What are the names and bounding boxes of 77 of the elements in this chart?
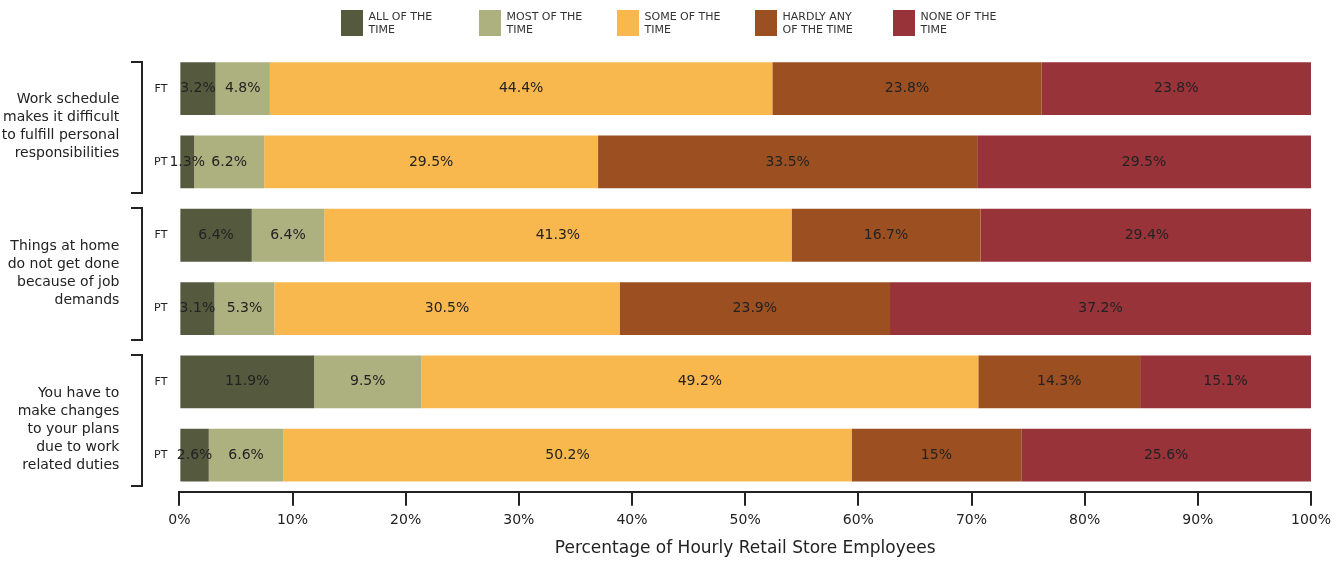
data-label: 37.2% bbox=[1078, 299, 1123, 316]
data-label: 11.9% bbox=[224, 372, 270, 389]
bar bbox=[421, 355, 979, 409]
y-tick-label: PT bbox=[153, 448, 168, 462]
bar bbox=[890, 282, 1311, 335]
bar bbox=[214, 282, 275, 335]
data-label: 25.6% bbox=[1143, 445, 1189, 462]
data-label: 23.8% bbox=[884, 79, 930, 96]
data-label: 3.2% bbox=[180, 79, 216, 96]
bar bbox=[264, 135, 599, 189]
legend-label: SOME OF THE TIME bbox=[644, 10, 722, 36]
data-label: 44.4% bbox=[498, 79, 544, 96]
data-label: 30.5% bbox=[424, 299, 470, 316]
bar bbox=[251, 208, 325, 262]
text: You have to make changes to your plans due to work related duties bbox=[16, 382, 120, 473]
bar bbox=[791, 208, 981, 262]
data-label: 6.2% bbox=[211, 152, 247, 169]
bar bbox=[180, 355, 315, 409]
bar bbox=[977, 135, 1311, 189]
bar bbox=[180, 62, 216, 116]
x-tick-label: 90% bbox=[1182, 510, 1214, 527]
x-tick-label: 40% bbox=[616, 510, 648, 527]
bar bbox=[1021, 428, 1311, 482]
y-tick-label: FT bbox=[154, 81, 168, 95]
bar bbox=[180, 208, 252, 262]
data-label: 33.5% bbox=[765, 152, 810, 169]
bar bbox=[1140, 355, 1311, 409]
bar bbox=[598, 135, 978, 189]
bar bbox=[274, 282, 620, 335]
data-label: 29.5% bbox=[408, 152, 454, 169]
data-label: 29.5% bbox=[1121, 152, 1167, 169]
x-tick-label: 60% bbox=[842, 510, 874, 527]
y-tick-label: PT bbox=[153, 154, 168, 168]
x-axis-title: Percentage of Hourly Retail Store Employees bbox=[554, 537, 936, 558]
x-tick-label: 70% bbox=[955, 510, 988, 527]
legend-label: NONE OF THE TIME bbox=[920, 10, 998, 36]
y-tick-label: PT bbox=[153, 301, 168, 315]
x-tick-label: 10% bbox=[276, 510, 309, 527]
data-label: 6.6% bbox=[228, 445, 264, 462]
data-label: 6.4% bbox=[270, 225, 306, 242]
text: Work schedule makes it difficult to fulfill personal responsibilities bbox=[0, 89, 120, 162]
data-label: 23.8% bbox=[1154, 79, 1199, 96]
x-tick-label: 50% bbox=[729, 510, 761, 527]
y-tick-label: FT bbox=[154, 374, 168, 388]
data-label: 4.8% bbox=[224, 79, 261, 96]
data-label: 49.2% bbox=[677, 372, 723, 389]
bar bbox=[619, 282, 891, 335]
x-tick-label: 100% bbox=[1290, 510, 1332, 527]
data-label: 14.3% bbox=[1036, 372, 1082, 389]
data-label: 15.1% bbox=[1203, 372, 1248, 389]
data-label: 5.3% bbox=[226, 299, 263, 316]
x-tick-label: 20% bbox=[390, 510, 422, 527]
y-tick-label: FT bbox=[154, 228, 168, 242]
data-label: 6.4% bbox=[198, 225, 234, 242]
bar bbox=[772, 62, 1042, 116]
data-label: 23.9% bbox=[732, 299, 778, 316]
bar bbox=[215, 62, 270, 116]
data-label: 16.7% bbox=[863, 225, 909, 242]
legend-label: HARDLY ANY OF THE TIME bbox=[782, 10, 854, 36]
bar bbox=[851, 428, 1022, 482]
bar bbox=[1041, 62, 1311, 116]
x-tick-label: 0% bbox=[168, 510, 191, 527]
bar bbox=[324, 208, 792, 262]
legend-label: MOST OF THE TIME bbox=[506, 10, 584, 36]
data-label: 41.3% bbox=[535, 225, 581, 242]
data-label: 15% bbox=[920, 445, 952, 462]
bar bbox=[314, 355, 422, 409]
data-label: 9.5% bbox=[349, 372, 386, 389]
x-tick-label: 30% bbox=[503, 510, 535, 527]
x-tick-label: 80% bbox=[1069, 510, 1101, 527]
bar bbox=[978, 355, 1141, 409]
legend-label: ALL OF THE TIME bbox=[368, 10, 434, 36]
data-label: 50.2% bbox=[545, 445, 590, 462]
bar bbox=[283, 428, 852, 482]
data-label: 29.4% bbox=[1124, 225, 1170, 242]
text: Things at home do not get done because of job demands bbox=[6, 235, 120, 308]
bar bbox=[269, 62, 773, 116]
